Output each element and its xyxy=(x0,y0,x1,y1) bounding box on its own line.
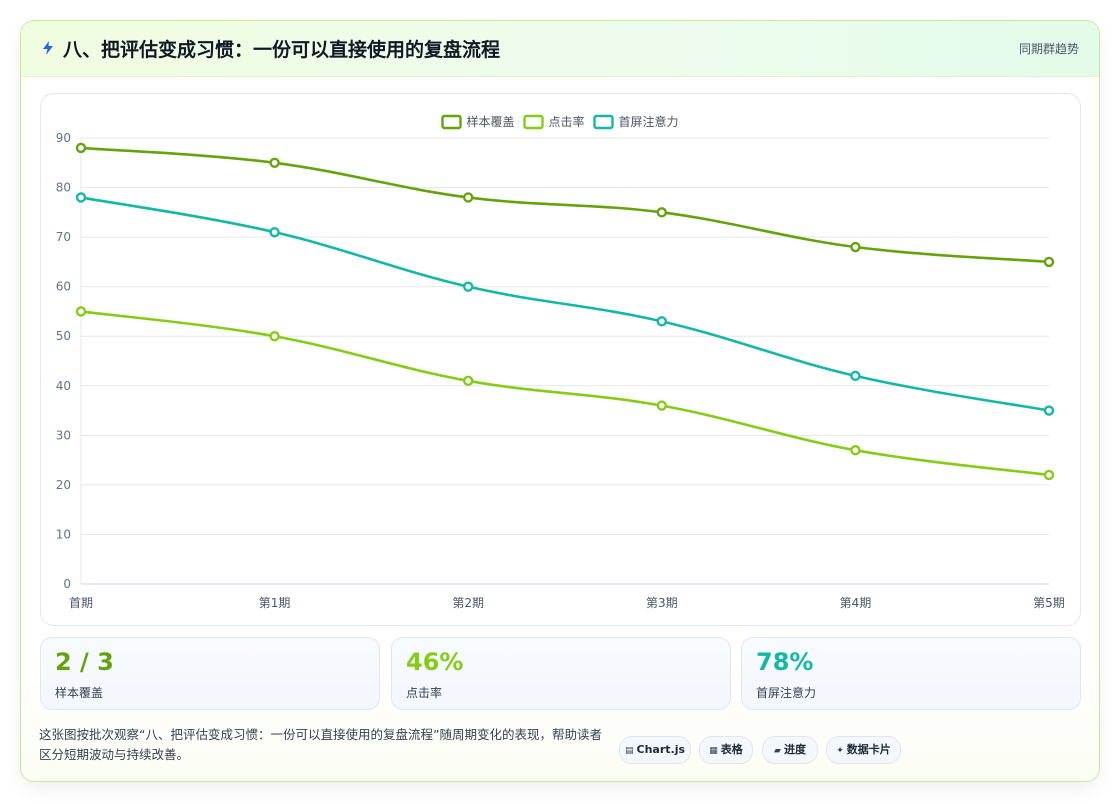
y-tick-label: 80 xyxy=(56,181,71,195)
x-tick-label: 首期 xyxy=(69,596,93,610)
data-point xyxy=(75,192,87,203)
x-tick-label: 第4期 xyxy=(840,596,872,610)
data-point xyxy=(656,316,667,327)
sparkle-icon: ✦ xyxy=(836,746,844,756)
legend-label: 样本覆盖 xyxy=(467,114,515,129)
y-tick-label: 0 xyxy=(63,577,71,591)
chart-area: 0 10 20 30 40 50 60 70 80 90 首期 第1期 第2期 第3期 第4期 第5期 样本覆盖… xyxy=(40,93,1081,626)
stat-card-attention: 78% 首屏注意力 xyxy=(741,637,1081,710)
data-point xyxy=(463,375,474,387)
data-point xyxy=(656,207,667,218)
data-point xyxy=(269,157,280,168)
y-tick-label: 70 xyxy=(56,230,71,244)
data-point xyxy=(1043,256,1055,268)
stat-value: 78% xyxy=(756,648,814,676)
stat-card-coverage: 2 / 3 样本覆盖 xyxy=(40,637,380,710)
legend-swatch xyxy=(593,114,614,130)
page-title: 八、把评估变成习惯：一份可以直接使用的复盘流程 xyxy=(63,39,501,61)
pill-data-cards[interactable]: ✦ 数据卡片 xyxy=(826,736,901,764)
pill-progress[interactable]: ▰ 进度 xyxy=(762,736,818,764)
pill-label: 表格 xyxy=(720,743,743,756)
x-tick-label: 第5期 xyxy=(1033,596,1065,610)
legend-swatch xyxy=(523,114,544,130)
x-tick-label: 第1期 xyxy=(259,596,291,610)
y-tick-label: 50 xyxy=(56,329,71,343)
data-point xyxy=(1043,469,1055,481)
chart-card: 八、把评估变成习惯：一份可以直接使用的复盘流程 同期群趋势 0 10 20 30 40 5… xyxy=(20,20,1100,782)
chart-description: 这张图按批次观察“八、把评估变成习惯：一份可以直接使用的复盘流程”随周期变化的表… xyxy=(39,727,602,762)
stat-label: 首屏注意力 xyxy=(756,686,817,700)
data-point xyxy=(75,142,87,154)
pill-chartjs[interactable]: ▤ Chart.js xyxy=(619,736,691,764)
series-line xyxy=(79,196,1051,412)
series-line xyxy=(79,146,1051,264)
data-point xyxy=(75,306,87,317)
chart-type-label: 同期群趋势 xyxy=(1018,42,1079,56)
pill-label: 数据卡片 xyxy=(846,743,891,756)
data-point xyxy=(850,370,861,382)
data-point xyxy=(269,226,280,238)
data-point xyxy=(1043,405,1055,416)
data-point xyxy=(269,331,280,342)
x-tick-label: 第2期 xyxy=(452,596,484,610)
legend-swatch xyxy=(441,114,462,130)
pill-label: 进度 xyxy=(783,743,806,756)
data-point xyxy=(463,281,474,292)
stat-label: 样本覆盖 xyxy=(55,686,104,700)
table-icon: ▦ xyxy=(709,746,718,756)
y-tick-label: 20 xyxy=(56,478,71,492)
line-chart: 0 10 20 30 40 50 60 70 80 90 首期 第1期 第2期 第3期 第4期 第5期 样本覆盖… xyxy=(56,114,1065,610)
series-line xyxy=(79,310,1051,477)
data-point xyxy=(656,400,667,411)
y-tick-label: 10 xyxy=(56,527,71,541)
pill-label: Chart.js xyxy=(636,743,686,756)
legend-label: 点击率 xyxy=(549,114,585,129)
data-point xyxy=(850,445,861,456)
x-tick-label: 第3期 xyxy=(646,596,678,610)
stat-value: 2 / 3 xyxy=(55,648,114,676)
pill-table[interactable]: ▦ 表格 xyxy=(699,736,753,764)
stat-label: 点击率 xyxy=(406,686,443,700)
progress-icon: ▰ xyxy=(774,746,781,756)
data-point xyxy=(463,192,474,203)
y-tick-label: 60 xyxy=(56,280,71,294)
database-icon: ▤ xyxy=(624,746,634,756)
stat-value: 46% xyxy=(406,648,464,676)
y-tick-label: 30 xyxy=(56,428,71,442)
stat-card-ctr: 46% 点击率 xyxy=(391,637,731,710)
y-tick-label: 90 xyxy=(56,131,71,145)
legend-label: 首屏注意力 xyxy=(619,114,679,129)
card-header: 八、把评估变成习惯：一份可以直接使用的复盘流程 同期群趋势 xyxy=(21,21,1099,77)
y-tick-label: 40 xyxy=(56,379,71,393)
data-point xyxy=(850,241,861,253)
lightning-icon xyxy=(43,41,53,55)
